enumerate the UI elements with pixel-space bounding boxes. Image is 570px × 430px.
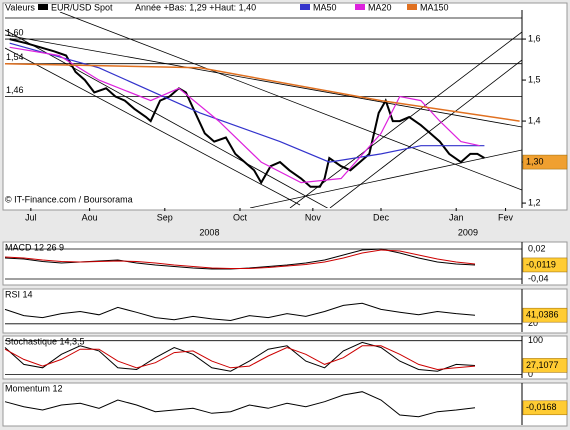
legend-label: MA150 [420,2,449,12]
panel-title: RSI 14 [5,289,33,299]
x-tick-label: Fev [498,212,514,222]
last-value-label: -0,0119 [526,259,556,269]
trend-line [289,31,522,208]
y-tick-label: 1,2 [528,197,541,207]
legend-swatch [407,4,417,10]
x-tick-label: Jan [449,212,464,222]
legend-label: MA50 [313,2,337,12]
last-value-box [522,307,568,323]
x-tick-label: Sep [157,212,173,222]
y-tick-label: 0 [528,369,533,379]
stoch-panel [2,335,568,380]
trend-line [329,59,522,208]
legend-swatch [300,4,310,10]
panel-title: Momentum 12 [5,383,63,393]
last-value-box [522,154,568,170]
legend-swatch [355,4,365,10]
last-value-box [522,257,568,273]
series-line [4,249,476,269]
trend-line [5,34,522,128]
main-panel [2,2,568,211]
trend-line [249,149,522,208]
header: Valeurs [5,2,35,12]
trend-lines [5,12,522,208]
last-value-box [522,358,568,373]
level-label: 1,54 [6,52,24,62]
y-tick-label: 1,6 [528,33,541,43]
x-tick-label: Dec [373,212,390,222]
legend-label: MA20 [368,2,392,12]
legend-swatch [38,4,48,10]
level-label: 1,60 [6,27,24,37]
series-line [4,62,520,122]
subtitle: Année +Bas: 1,29 +Haut: 1,40 [135,2,256,12]
y-tick-label: 20 [528,318,538,328]
macd-panel [2,241,568,286]
series-line [4,345,476,371]
series-line [4,341,476,372]
year-label: 2009 [458,227,478,237]
y-tick-label: -0,04 [528,273,549,283]
last-value-label: 41,0386 [526,310,559,320]
y-tick-label: 100 [528,335,543,345]
trend-line [5,29,329,208]
last-value-label: 1,30 [526,156,544,166]
last-value-box [522,400,568,416]
momentum-panel [2,382,568,427]
rsi-panel [2,288,568,334]
series-line [9,38,485,188]
trend-line [5,47,301,206]
x-tick-label: Jul [25,212,37,222]
y-tick-label: 1,4 [528,115,541,125]
x-tick-label: Nov [305,212,322,222]
series-line [9,46,480,184]
panel-title: MACD 12 26 9 [5,242,64,252]
level-label: 1,46 [6,85,24,95]
last-value-label: 27,1077 [526,360,559,370]
y-tick-label: 0,02 [528,243,546,253]
series-line [4,302,476,322]
x-tick-label: Oct [233,212,248,222]
series-line [4,391,476,418]
x-tick-label: Aou [82,212,98,222]
legend-label: EUR/USD Spot [51,2,113,12]
year-label: 2008 [199,227,219,237]
source: © IT-Finance.com / Boursorama [5,194,133,204]
series-line [9,42,485,163]
panel-title: Stochastique 14,3,5 [5,336,85,346]
trend-line [59,12,522,191]
last-value-label: -0,0168 [526,402,557,412]
y-tick-label: 1,5 [528,74,541,84]
